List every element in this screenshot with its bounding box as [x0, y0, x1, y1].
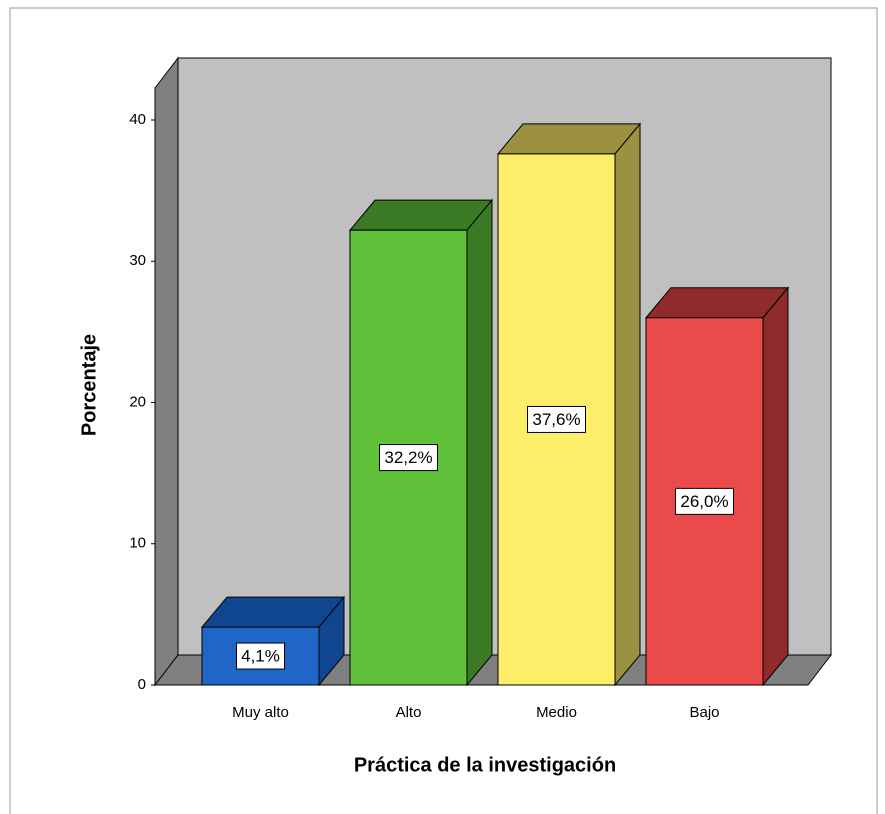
value-label: 37,6% — [532, 410, 580, 429]
y-tick-label: 30 — [129, 252, 146, 269]
x-tick-label: Medio — [536, 704, 577, 721]
value-label: 26,0% — [680, 492, 728, 511]
value-label-box — [675, 487, 734, 515]
x-tick-label: Alto — [396, 704, 422, 721]
frame — [9, 7, 878, 814]
bar-side — [614, 122, 641, 687]
x-tick-label: Bajo — [689, 704, 719, 721]
y-tick-label: 10 — [129, 535, 146, 552]
value-label: 32,2% — [384, 448, 432, 467]
y-tick-label: 40 — [129, 111, 146, 128]
x-axis-label: Práctica de la investigación — [354, 754, 616, 776]
y-tick-label: 20 — [129, 393, 146, 410]
value-label-box — [379, 444, 438, 472]
x-tick-label: Muy alto — [232, 704, 289, 721]
value-label-box — [236, 642, 285, 670]
y-tick-label: 0 — [138, 676, 146, 693]
bar-side — [762, 286, 789, 687]
y-axis-label: Porcentaje — [78, 334, 100, 436]
bar-side — [466, 198, 493, 687]
value-label-box — [527, 405, 586, 433]
left-wall — [154, 56, 179, 687]
value-label: 4,1% — [241, 647, 280, 666]
